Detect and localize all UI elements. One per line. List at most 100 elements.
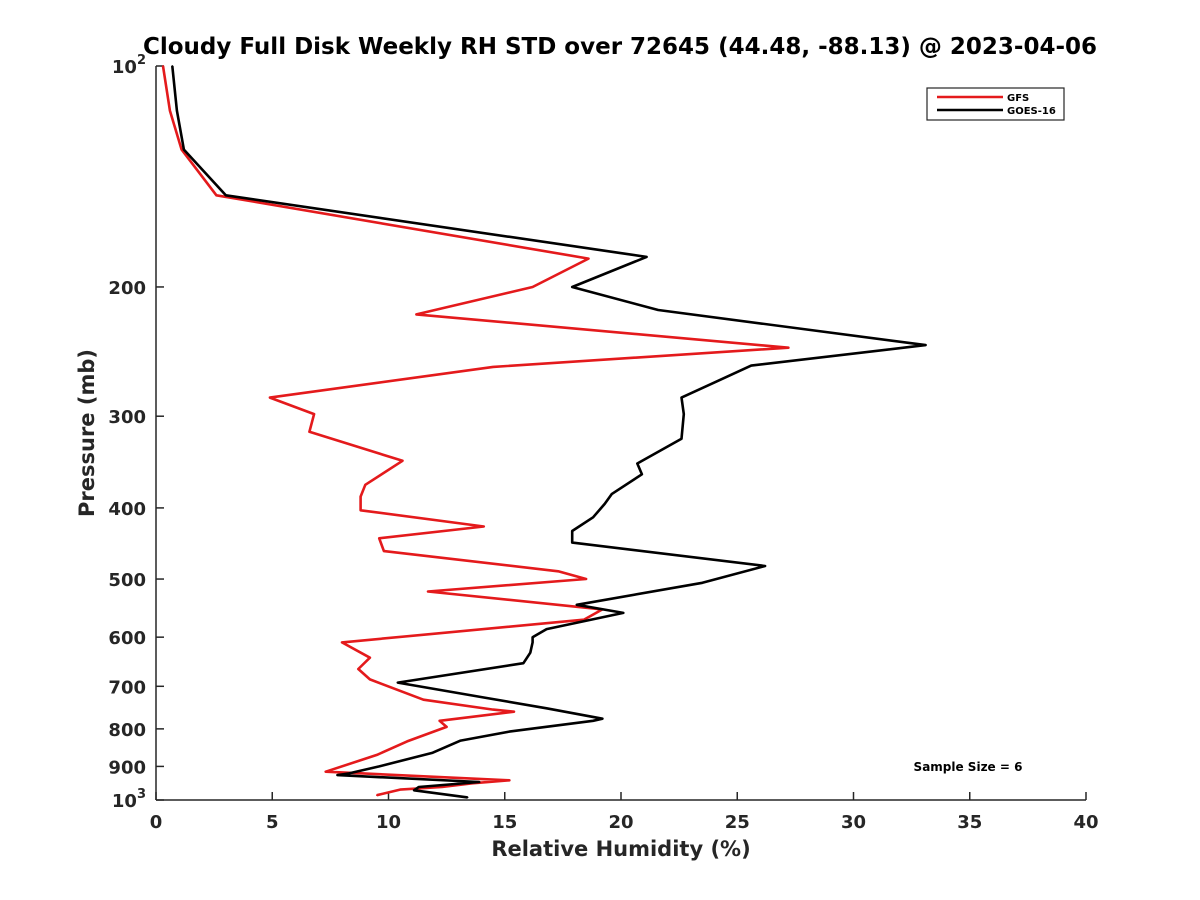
data-point-goes16 bbox=[764, 565, 766, 567]
data-point-goes16 bbox=[171, 65, 174, 67]
chart-title: Cloudy Full Disk Weekly RH STD over 7264… bbox=[143, 34, 1097, 60]
data-point-gfs bbox=[399, 788, 401, 791]
data-point-goes16 bbox=[601, 717, 604, 720]
data-point-goes16 bbox=[571, 286, 574, 288]
data-point-gfs bbox=[482, 525, 485, 528]
y-tick-label: 200 bbox=[108, 278, 146, 299]
data-point-goes16 bbox=[459, 739, 462, 742]
data-point-goes16 bbox=[682, 413, 685, 415]
x-tick-label: 5 bbox=[266, 812, 279, 833]
data-point-gfs bbox=[308, 430, 311, 433]
data-point-goes16 bbox=[417, 786, 420, 788]
data-point-goes16 bbox=[183, 148, 185, 151]
data-point-goes16 bbox=[680, 396, 683, 399]
data-point-goes16 bbox=[531, 636, 534, 639]
legend-label-goes16: GOES-16 bbox=[1007, 106, 1056, 117]
y-tick-label: 600 bbox=[108, 628, 146, 649]
data-point-goes16 bbox=[636, 462, 639, 465]
y-axis-label: Pressure (mb) bbox=[75, 349, 99, 517]
data-point-goes16 bbox=[531, 641, 534, 644]
data-point-goes16 bbox=[622, 612, 625, 614]
data-point-gfs bbox=[415, 313, 418, 316]
data-point-goes16 bbox=[224, 194, 227, 197]
data-point-gfs bbox=[585, 578, 587, 580]
data-point-goes16 bbox=[348, 772, 350, 775]
x-tick-label: 15 bbox=[492, 812, 517, 833]
data-point-gfs bbox=[369, 678, 371, 681]
data-point-gfs bbox=[364, 483, 367, 486]
data-point-goes16 bbox=[413, 789, 415, 792]
data-point-goes16 bbox=[750, 364, 753, 367]
data-point-goes16 bbox=[680, 437, 683, 440]
data-point-gfs bbox=[169, 109, 171, 112]
data-point-gfs bbox=[376, 794, 378, 797]
data-point-gfs bbox=[324, 770, 327, 773]
data-point-gfs bbox=[508, 779, 511, 782]
data-point-goes16 bbox=[466, 796, 469, 799]
x-axis-label: Relative Humidity (%) bbox=[491, 837, 750, 861]
data-point-goes16 bbox=[508, 730, 511, 733]
data-point-goes16 bbox=[603, 503, 606, 505]
x-tick-label: 10 bbox=[376, 812, 401, 833]
y-tick-label: 103 bbox=[112, 787, 146, 812]
data-point-gfs bbox=[438, 719, 441, 722]
x-tick-label: 40 bbox=[1073, 812, 1098, 833]
data-point-goes16 bbox=[571, 541, 574, 544]
data-point-gfs bbox=[492, 366, 494, 368]
data-point-gfs bbox=[162, 65, 164, 67]
legend-label-gfs: GFS bbox=[1007, 93, 1029, 104]
data-point-gfs bbox=[531, 286, 534, 288]
data-point-gfs bbox=[180, 148, 183, 151]
data-point-gfs bbox=[445, 726, 448, 728]
x-tick-label: 0 bbox=[150, 812, 163, 833]
data-point-goes16 bbox=[645, 256, 648, 258]
x-ticks: 0 5 10 15 20 25 30 35 40 bbox=[150, 792, 1099, 833]
data-point-gfs bbox=[359, 495, 362, 498]
data-point-gfs bbox=[492, 708, 494, 711]
data-point-goes16 bbox=[592, 516, 594, 519]
data-point-goes16 bbox=[529, 651, 532, 654]
y-tick-label: 300 bbox=[108, 407, 146, 428]
data-point-gfs bbox=[406, 740, 408, 743]
data-point-gfs bbox=[215, 194, 218, 197]
data-point-gfs bbox=[401, 459, 404, 462]
y-tick-label: 102 bbox=[112, 53, 146, 78]
series-layer bbox=[161, 65, 927, 799]
data-point-goes16 bbox=[592, 719, 594, 722]
y-tick-label: 700 bbox=[108, 677, 146, 698]
data-point-gfs bbox=[378, 537, 381, 540]
data-point-goes16 bbox=[545, 707, 548, 710]
data-point-goes16 bbox=[396, 681, 399, 684]
data-point-goes16 bbox=[478, 781, 481, 783]
x-tick-label: 35 bbox=[957, 812, 982, 833]
y-tick-label-base: 10 bbox=[112, 57, 137, 78]
data-point-goes16 bbox=[176, 109, 178, 112]
series-goes16 bbox=[171, 65, 927, 799]
data-point-gfs bbox=[376, 754, 378, 756]
data-point-gfs bbox=[341, 641, 343, 644]
data-point-goes16 bbox=[924, 344, 927, 346]
data-point-goes16 bbox=[545, 628, 548, 630]
data-point-goes16 bbox=[336, 774, 339, 776]
data-point-gfs bbox=[369, 656, 371, 659]
legend-box bbox=[926, 87, 1065, 121]
data-point-gfs bbox=[557, 570, 560, 573]
data-point-gfs bbox=[427, 590, 429, 593]
legend: GFS GOES-16 bbox=[926, 87, 1065, 121]
data-point-gfs bbox=[787, 346, 790, 349]
y-tick-label: 500 bbox=[108, 570, 146, 591]
y-tick-label-exponent: 2 bbox=[137, 53, 146, 68]
data-point-goes16 bbox=[482, 696, 485, 699]
data-point-goes16 bbox=[610, 493, 613, 495]
x-tick-label: 30 bbox=[841, 812, 866, 833]
data-point-gfs bbox=[357, 668, 360, 670]
data-point-goes16 bbox=[378, 765, 381, 768]
y-tick-label-base: 10 bbox=[112, 791, 137, 812]
data-point-goes16 bbox=[522, 662, 525, 665]
data-point-goes16 bbox=[571, 530, 574, 532]
data-point-gfs bbox=[313, 413, 315, 415]
data-point-gfs bbox=[513, 710, 515, 713]
data-point-gfs bbox=[441, 786, 443, 788]
